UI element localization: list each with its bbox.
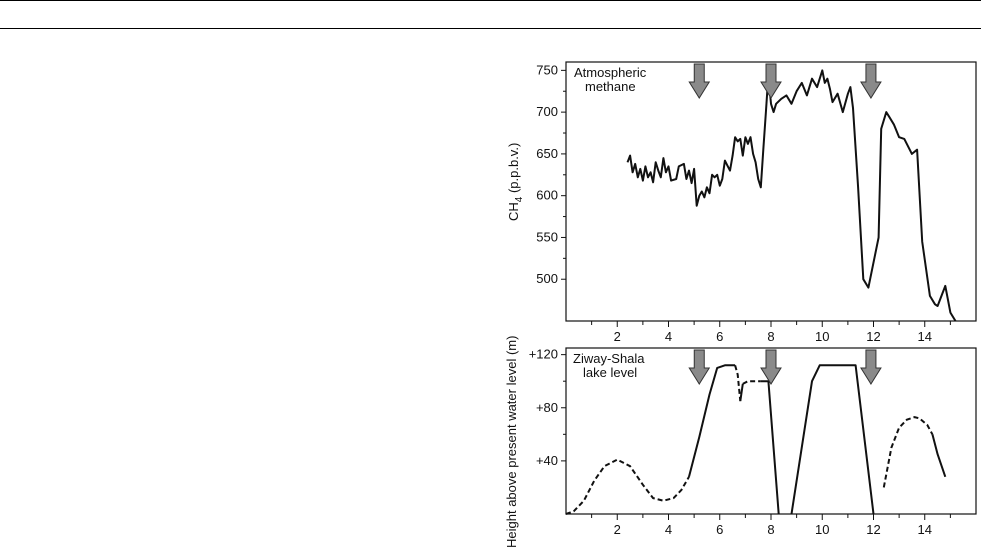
methane-x-tick-label: 2 (614, 329, 621, 344)
methane-x-tick-label: 10 (815, 329, 829, 344)
methane-y-tick-label: 500 (536, 271, 558, 286)
methane-panel: Atmospheric methane 500 550 600 650 700 750 2… (506, 61, 977, 344)
methane-y-axis-label-units: (p.p.b.v.) (506, 143, 521, 197)
lake-level-series-line-8 (931, 434, 947, 478)
methane-y-tick-label: 550 (536, 229, 558, 244)
lake-level-x-tick-label: 2 (614, 522, 621, 537)
methane-y-axis-label: CH4 (p.p.b.v.) (506, 143, 525, 221)
methane-y-tick-label: 750 (536, 62, 558, 77)
methane-y-tick-label: 650 (536, 146, 558, 161)
lake-level-y-tick-label: +80 (536, 400, 558, 415)
lake-annotation-line-2: lake level (583, 365, 637, 380)
lake-level-series-line-5 (760, 380, 780, 515)
methane-series-line-0 (626, 69, 957, 322)
methane-x-tick-label: 12 (866, 329, 880, 344)
lake-level-series-line-3 (739, 383, 744, 402)
methane-arrow-marker (860, 63, 882, 99)
lake-level-x-tick-label: 14 (918, 522, 932, 537)
lake-level-series-line-1 (688, 364, 736, 478)
methane-y-tick-label: 600 (536, 188, 558, 203)
methane-annotation-line-2: methane (585, 79, 636, 94)
lake-level-series-line-4 (742, 380, 761, 385)
lake-level-series-line-6 (790, 364, 875, 515)
lake-level-y-tick-label: +120 (529, 347, 558, 362)
methane-x-tick-label: 6 (716, 329, 723, 344)
lake-level-panel: Ziway-Shala lake level +40 +80 +120 2 4 6 8 10… (504, 336, 977, 548)
lake-level-series-line-0 (565, 458, 690, 515)
lake-level-x-tick-label: 8 (767, 522, 774, 537)
lake-level-x-tick-label: 10 (815, 522, 829, 537)
lake-level-y-tick-label: +40 (536, 453, 558, 468)
top-rule (0, 0, 981, 1)
lake-level-x-tick-label: 6 (716, 522, 723, 537)
lake-level-series-line-7 (882, 416, 934, 488)
lake-level-arrow-marker (688, 349, 711, 385)
methane-x-tick-label: 8 (767, 329, 774, 344)
lake-level-y-axis-label: Height above present water level (m) (504, 336, 519, 548)
lake-level-arrow-marker (860, 349, 882, 385)
methane-arrow-marker (760, 63, 782, 99)
lake-level-x-tick-label: 12 (866, 522, 880, 537)
methane-y-axis-label-main: CH (506, 202, 521, 221)
methane-arrow-marker (688, 63, 711, 99)
lake-level-x-tick-label: 4 (665, 522, 672, 537)
lake-level-arrow-marker (760, 349, 782, 385)
lake-level-series-line-2 (734, 365, 742, 402)
methane-x-tick-label: 4 (665, 329, 672, 344)
methane-annotation-line-1: Atmospheric (574, 65, 647, 80)
header-rule (0, 28, 981, 29)
methane-y-axis-label-subscript: 4 (514, 196, 525, 202)
methane-x-tick-label: 14 (918, 329, 932, 344)
methane-y-tick-label: 700 (536, 104, 558, 119)
lake-annotation-line-1: Ziway-Shala (573, 351, 645, 366)
